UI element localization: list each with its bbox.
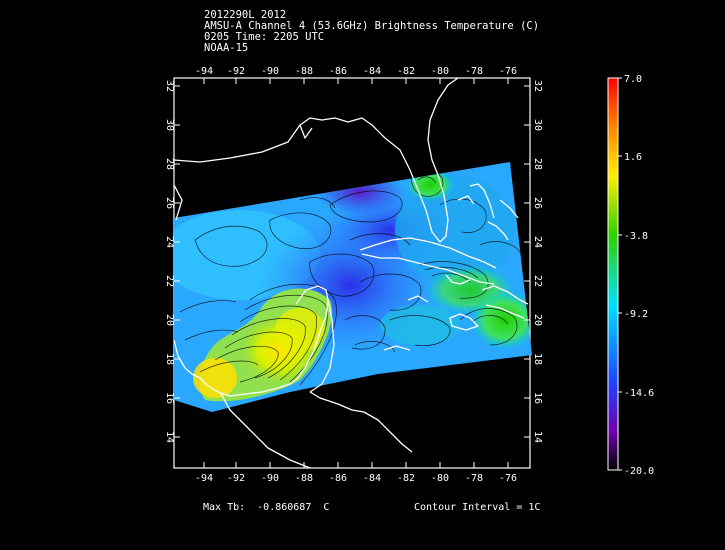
chart-title: 2012290L 2012 AMSU-A Channel 4 (53.6GHz)… [204,10,539,54]
title-line-satellite: NOAA-15 [204,42,249,54]
lon-tick-label: -80 [431,66,449,77]
title-line-time: 0205 Time: 2205 UTC [204,31,325,43]
lon-tick-label: -78 [465,66,483,77]
colorbar-label: 1.6 [624,152,642,163]
lon-tick-label: -82 [397,473,415,484]
lat-tick-label: 30 [532,119,543,131]
lon-labels-top: -94 -92 -90 -88 -86 -84 -82 -80 -78 -76 [195,66,517,77]
colorbar-label: -14.6 [624,388,654,399]
lat-tick-label: 16 [164,392,175,404]
lat-labels-left: 32 30 28 26 24 22 20 18 16 14 [164,80,175,443]
lon-tick-label: -76 [499,66,517,77]
colorbar-label: 7.0 [624,74,642,85]
lon-tick-label: -88 [295,473,313,484]
lat-tick-label: 26 [164,197,175,209]
lat-tick-label: 26 [532,197,543,209]
lon-tick-label: -84 [363,66,381,77]
lat-tick-label: 18 [532,353,543,365]
lon-tick-label: -90 [261,473,279,484]
title-line-date: 2012290L 2012 [204,9,287,21]
lat-tick-label: 20 [164,314,175,326]
lon-tick-label: -86 [329,473,347,484]
lat-tick-label: 24 [532,236,543,248]
lon-tick-label: -88 [295,66,313,77]
max-tb-readout: Max Tb: -0.860687 C [203,502,329,513]
lat-tick-label: 30 [164,119,175,131]
lon-tick-label: -82 [397,66,415,77]
lon-tick-label: -80 [431,473,449,484]
colorbar-label: -20.0 [624,466,654,477]
colorbar-label: -3.8 [624,231,648,242]
max-tb-unit: C [323,502,330,513]
lon-tick-label: -92 [227,473,245,484]
max-tb-value: -0.860687 [257,502,312,513]
lat-tick-label: 24 [164,236,175,248]
coastlines [174,78,529,468]
lat-tick-label: 22 [164,275,175,287]
lat-tick-label: 20 [532,314,543,326]
lon-tick-label: -90 [261,66,279,77]
lon-tick-label: -86 [329,66,347,77]
lat-tick-label: 28 [164,158,175,170]
lat-tick-label: 32 [164,80,175,92]
max-tb-label: Max Tb: [203,502,246,513]
colorbar-gradient [607,77,619,471]
colorbar-label: -9.2 [624,309,648,320]
contour-interval: Contour Interval = 1C [414,502,541,513]
lon-tick-label: -84 [363,473,381,484]
lon-tick-label: -76 [499,473,517,484]
lat-tick-label: 18 [164,353,175,365]
lon-labels-bottom: -94 -92 -90 -88 -86 -84 -82 -80 -78 -76 [195,473,517,484]
colorbar: 7.0 1.6 -3.8 -9.2 -14.6 -20.0 [607,74,654,477]
lat-labels-right: 32 30 28 26 24 22 20 18 16 14 [532,80,543,443]
lon-tick-label: -94 [195,66,213,77]
frame-ticks [174,78,530,468]
lat-tick-label: 22 [532,275,543,287]
title-line-product: AMSU-A Channel 4 (53.6GHz) Brightness Te… [204,20,540,32]
lat-tick-label: 32 [532,80,543,92]
lat-tick-label: 16 [532,392,543,404]
lat-tick-label: 14 [164,431,175,443]
lat-tick-label: 14 [532,431,543,443]
lon-tick-label: -78 [465,473,483,484]
lat-tick-label: 28 [532,158,543,170]
lon-tick-label: -94 [195,473,213,484]
lon-tick-label: -92 [227,66,245,77]
